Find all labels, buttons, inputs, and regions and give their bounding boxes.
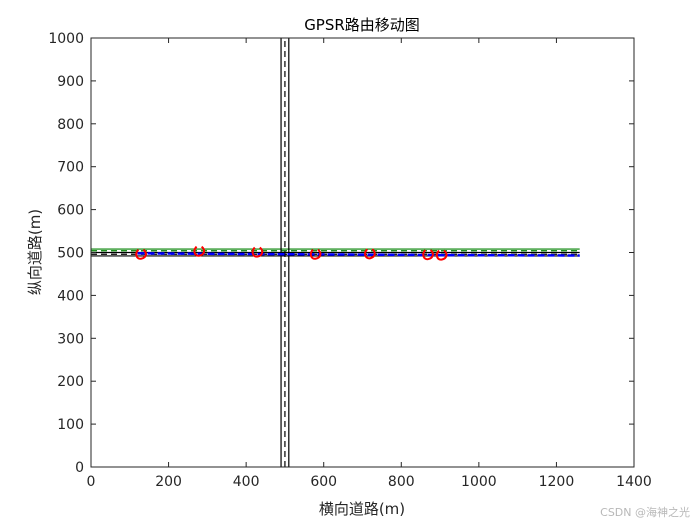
y-tick-label: 500 <box>57 246 84 262</box>
watermark: CSDN @海神之光 <box>600 505 690 519</box>
x-tick-label: 0 <box>87 474 96 490</box>
vehicle-marker <box>364 248 376 260</box>
x-tick-label: 400 <box>233 474 260 490</box>
road-layer <box>91 38 580 467</box>
vehicle-marker <box>135 248 147 260</box>
y-tick-label: 800 <box>57 117 84 133</box>
x-tick-label: 600 <box>310 474 337 490</box>
y-axis-label: 纵向道路(m) <box>26 209 44 295</box>
x-axis: 0 200 400 600 800 1000 1200 1400 <box>87 38 652 490</box>
vehicle-marker <box>309 248 322 260</box>
route-line <box>137 252 580 257</box>
x-tick-label: 800 <box>388 474 415 490</box>
y-tick-label: 300 <box>57 331 84 347</box>
y-tick-label: 900 <box>57 74 84 90</box>
x-tick-label: 1200 <box>539 474 575 490</box>
x-tick-label: 1400 <box>616 474 652 490</box>
y-tick-label: 1000 <box>48 31 84 47</box>
vehicle-marker <box>251 246 264 258</box>
chart-title: GPSR路由移动图 <box>304 16 420 34</box>
vehicle-marker <box>435 249 448 261</box>
x-axis-label: 横向道路(m) <box>319 500 405 518</box>
x-tick-label: 200 <box>155 474 182 490</box>
vehicle-marker <box>193 245 206 257</box>
route-layer <box>137 252 580 257</box>
plot-area <box>90 37 635 468</box>
vehicle-layer <box>135 245 448 261</box>
y-tick-label: 400 <box>57 288 84 304</box>
y-tick-label: 0 <box>75 460 84 476</box>
y-axis: 0 100 200 300 400 500 600 700 800 900 1000 <box>48 31 634 476</box>
x-tick-label: 1000 <box>461 474 497 490</box>
vehicle-marker <box>422 249 434 261</box>
y-tick-label: 200 <box>57 374 84 390</box>
y-tick-label: 700 <box>57 160 84 176</box>
y-tick-label: 600 <box>57 203 84 219</box>
y-tick-label: 100 <box>57 417 84 433</box>
